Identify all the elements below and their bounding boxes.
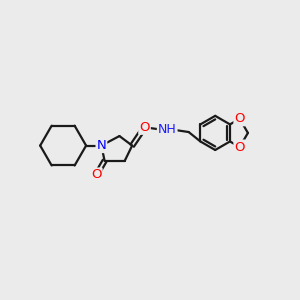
Text: O: O	[234, 112, 245, 125]
Text: NH: NH	[158, 123, 177, 136]
Text: O: O	[91, 169, 102, 182]
Text: N: N	[97, 139, 106, 152]
Text: O: O	[139, 121, 150, 134]
Text: O: O	[234, 141, 245, 154]
